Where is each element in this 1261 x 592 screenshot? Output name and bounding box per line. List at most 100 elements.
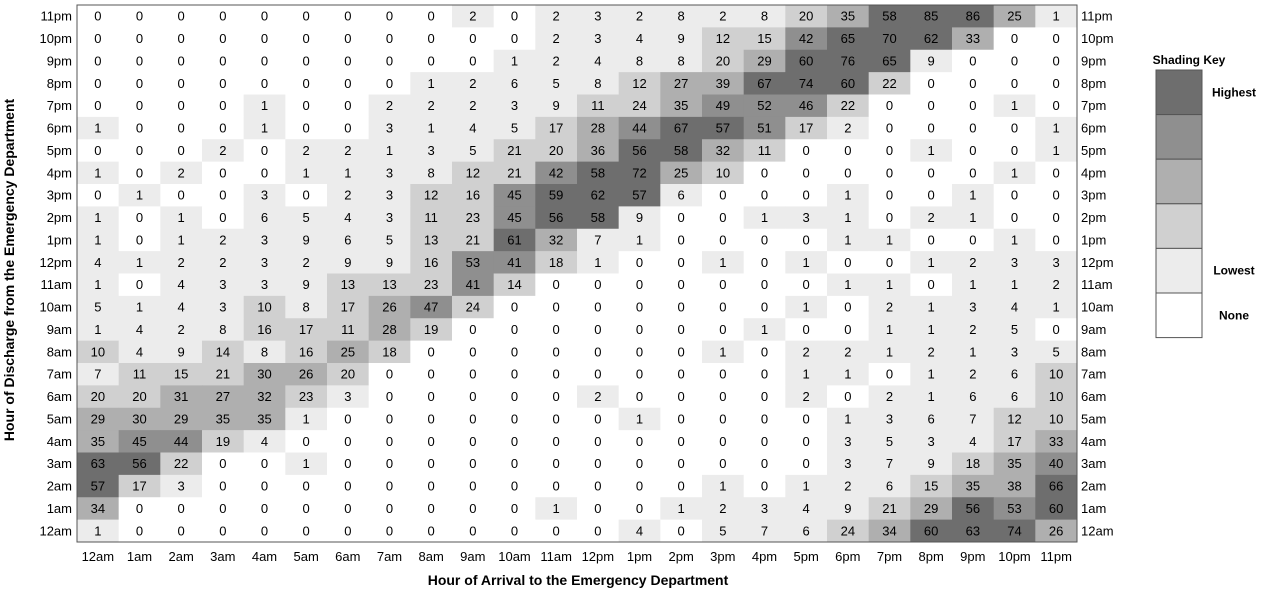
heatmap-cell: [410, 228, 453, 252]
heatmap-cell: [910, 161, 953, 185]
cell-value-label: 56: [132, 456, 146, 471]
cell-value-label: 0: [803, 322, 810, 337]
cell-value-label: 0: [594, 344, 601, 359]
heatmap-cell: [827, 72, 870, 95]
cell-value-label: 0: [386, 31, 393, 46]
cell-value-label: 45: [132, 434, 146, 449]
heatmap-cell: [660, 295, 703, 319]
cell-value-label: 1: [761, 210, 768, 225]
heatmap-cell: [77, 139, 120, 163]
cell-value-label: 86: [966, 9, 980, 24]
cell-value-label: 60: [841, 76, 855, 91]
y-tick-label-right: 11pm: [1081, 9, 1113, 24]
heatmap-cell: [452, 139, 495, 163]
heatmap-cell: [493, 497, 536, 521]
cell-value-label: 0: [469, 389, 476, 404]
x-axis-ticks: 12am 1am 2am 3am 4am 5am 6am 7am 8am 9am 10am 11am 1…: [82, 549, 1072, 564]
cell-value-label: 0: [178, 143, 185, 158]
cell-value-label: 1: [719, 255, 726, 270]
cell-value-label: 3: [261, 277, 268, 292]
cell-value-label: 0: [219, 479, 226, 494]
heatmap-cell: [868, 5, 911, 28]
heatmap-cell: [327, 452, 370, 476]
cell-value-label: 1: [719, 344, 726, 359]
heatmap-cell: [702, 430, 745, 453]
heatmap-cell: [743, 497, 786, 521]
heatmap-cell: [160, 228, 203, 252]
heatmap-cell: [827, 474, 870, 498]
cell-value-label: 0: [678, 255, 685, 270]
cell-value-label: 0: [553, 277, 560, 292]
cell-value-label: 2: [594, 389, 601, 404]
cell-value-label: 45: [507, 210, 521, 225]
heatmap-cell: [202, 497, 245, 521]
cell-value-label: 1: [178, 232, 185, 247]
heatmap-cell: [827, 318, 870, 342]
heatmap-cell: [785, 139, 828, 163]
heatmap-cell: [618, 273, 661, 297]
cell-value-label: 10: [1049, 411, 1063, 426]
heatmap-cell: [368, 116, 411, 140]
cell-value-label: 60: [1049, 501, 1063, 516]
cell-value-label: 1: [428, 121, 435, 136]
heatmap-cell: [910, 116, 953, 140]
heatmap-cell: [1035, 251, 1078, 274]
cell-value-label: 0: [636, 456, 643, 471]
heatmap-cell: [118, 228, 161, 252]
heatmap-cell: [535, 139, 578, 163]
cell-value-label: 1: [969, 277, 976, 292]
heatmap-cell: [618, 474, 661, 498]
heatmap-cell: [118, 184, 161, 207]
cell-value-label: 0: [219, 501, 226, 516]
x-tick-label: 7pm: [877, 549, 902, 564]
cell-value-label: 72: [632, 165, 646, 180]
cell-value-label: 0: [386, 389, 393, 404]
cell-value-label: 12: [466, 165, 480, 180]
cell-value-label: 0: [761, 165, 768, 180]
heatmap-cell: [410, 295, 453, 319]
cell-value-label: 2: [719, 9, 726, 24]
cell-value-label: 6: [1011, 389, 1018, 404]
cell-value-label: 1: [844, 277, 851, 292]
heatmap-cell: [327, 27, 370, 51]
cell-value-label: 2: [719, 501, 726, 516]
heatmap-cell: [743, 407, 786, 431]
cell-value-label: 1: [928, 143, 935, 158]
heatmap-cell: [118, 452, 161, 476]
cell-value-label: 1: [1011, 165, 1018, 180]
cell-value-label: 35: [1007, 456, 1021, 471]
cell-value-label: 1: [386, 143, 393, 158]
cell-value-label: 34: [91, 501, 105, 516]
heatmap-cell: [993, 27, 1036, 51]
cell-value-label: 0: [678, 456, 685, 471]
heatmap-cell: [77, 318, 120, 342]
heatmap-cell: [827, 430, 870, 453]
cell-value-label: 6: [928, 411, 935, 426]
heatmap-cell: [993, 407, 1036, 431]
cell-value-label: 1: [844, 210, 851, 225]
heatmap-cell: [202, 318, 245, 342]
cell-value-label: 24: [466, 300, 480, 315]
cell-value-label: 1: [94, 121, 101, 136]
heatmap-cell: [785, 318, 828, 342]
cell-value-label: 1: [803, 367, 810, 382]
cell-value-label: 0: [1011, 31, 1018, 46]
cell-value-label: 0: [886, 98, 893, 113]
cell-value-label: 4: [94, 255, 101, 270]
cell-value-label: 18: [382, 344, 396, 359]
y-tick-label-right: 12pm: [1081, 255, 1114, 270]
cell-value-label: 8: [261, 344, 268, 359]
heatmap-cell: [160, 340, 203, 364]
heatmap-cell: [910, 72, 953, 95]
cell-value-label: 0: [178, 31, 185, 46]
cell-value-label: 4: [803, 501, 810, 516]
cell-value-label: 0: [303, 434, 310, 449]
cell-value-label: 0: [511, 389, 518, 404]
cell-value-label: 4: [136, 344, 143, 359]
cell-value-label: 36: [591, 143, 605, 158]
cell-value-label: 0: [469, 322, 476, 337]
cell-value-label: 21: [216, 367, 230, 382]
cell-value-label: 1: [969, 344, 976, 359]
heatmap-cell: [743, 452, 786, 476]
cell-value-label: 66: [1049, 479, 1063, 494]
